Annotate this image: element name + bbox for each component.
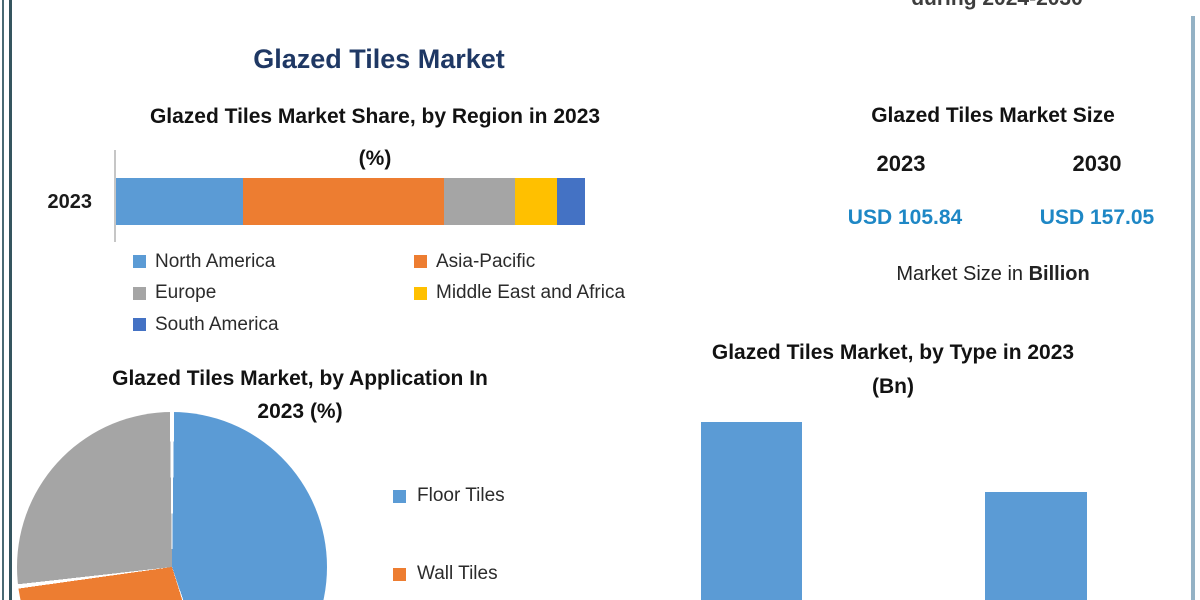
top-right-note: during 2024-2030 bbox=[847, 0, 1147, 12]
legend-swatch-north-america bbox=[133, 255, 146, 269]
legend-label-south-america: South America bbox=[155, 313, 279, 335]
market-size-year-2030: 2030 bbox=[1072, 151, 1122, 176]
market-size-heading: Glazed Tiles Market Size bbox=[871, 104, 1115, 127]
legend-swatch-south-america bbox=[133, 318, 146, 332]
legend-item-south-america: South America bbox=[133, 309, 414, 341]
bar-segment-north-america bbox=[116, 178, 243, 225]
left-border-line-inner bbox=[9, 0, 12, 600]
legend-item-north-america: North America bbox=[133, 246, 414, 278]
type-bar bbox=[701, 422, 802, 600]
region-chart-title-line1: Glazed Tiles Market Share, by Region in … bbox=[149, 105, 601, 128]
application-pie bbox=[17, 412, 327, 600]
legend-label-north-america: North America bbox=[155, 250, 276, 272]
bar-segment-south-america bbox=[556, 178, 585, 225]
pie-legend-label-floor-tiles: Floor Tiles bbox=[417, 485, 505, 506]
region-legend: North America Europe South America Asia-Pac… bbox=[133, 246, 625, 341]
bar-segment-middle-east-and-africa bbox=[514, 178, 557, 225]
legend-item-europe: Europe bbox=[133, 278, 414, 310]
type-chart-title-line2: (Bn) bbox=[872, 375, 914, 398]
market-size-caption-prefix: Market Size in bbox=[896, 263, 1029, 285]
left-border-line-outer bbox=[2, 0, 4, 600]
region-chart-category-label: 2023 bbox=[47, 191, 93, 213]
application-chart-title-line1: Glazed Tiles Market, by Application In bbox=[112, 367, 488, 390]
region-chart-title-line2: (%) bbox=[358, 147, 392, 170]
bar-segment-europe bbox=[444, 178, 515, 225]
right-border-line bbox=[1191, 16, 1195, 600]
market-size-caption-unit: Billion bbox=[1028, 263, 1090, 285]
market-size-caption: Market Size in Billion bbox=[843, 263, 1143, 286]
pie-legend-swatch-wall-tiles bbox=[393, 567, 406, 581]
legend-label-asia-pacific: Asia-Pacific bbox=[436, 250, 536, 272]
region-stacked-bar bbox=[116, 178, 585, 225]
market-size-year-2023: 2023 bbox=[876, 151, 926, 176]
legend-label-middle-east-and-africa: Middle East and Africa bbox=[436, 282, 626, 304]
pie-legend-item-floor-tiles: Floor Tiles bbox=[393, 485, 505, 507]
legend-item-asia-pacific: Asia-Pacific bbox=[414, 246, 625, 278]
market-size-value-2030: USD 157.05 bbox=[1039, 206, 1155, 229]
type-bar bbox=[985, 492, 1087, 600]
legend-label-europe: Europe bbox=[155, 282, 217, 304]
main-title: Glazed Tiles Market bbox=[253, 44, 505, 74]
legend-swatch-middle-east-and-africa bbox=[414, 286, 427, 300]
type-chart-title-line1: Glazed Tiles Market, by Type in 2023 bbox=[711, 341, 1075, 364]
legend-item-middle-east-and-africa: Middle East and Africa bbox=[414, 278, 625, 310]
market-size-value-2023: USD 105.84 bbox=[847, 206, 963, 229]
pie-legend-item-wall-tiles: Wall Tiles bbox=[393, 563, 498, 585]
legend-swatch-europe bbox=[133, 286, 146, 300]
region-chart-axis-line bbox=[114, 150, 116, 242]
bar-segment-asia-pacific bbox=[242, 178, 445, 225]
legend-swatch-asia-pacific bbox=[414, 255, 427, 269]
pie-legend-label-wall-tiles: Wall Tiles bbox=[417, 563, 498, 584]
application-chart-title-line2: 2023 (%) bbox=[257, 400, 343, 423]
pie-legend-swatch-floor-tiles bbox=[393, 489, 406, 503]
